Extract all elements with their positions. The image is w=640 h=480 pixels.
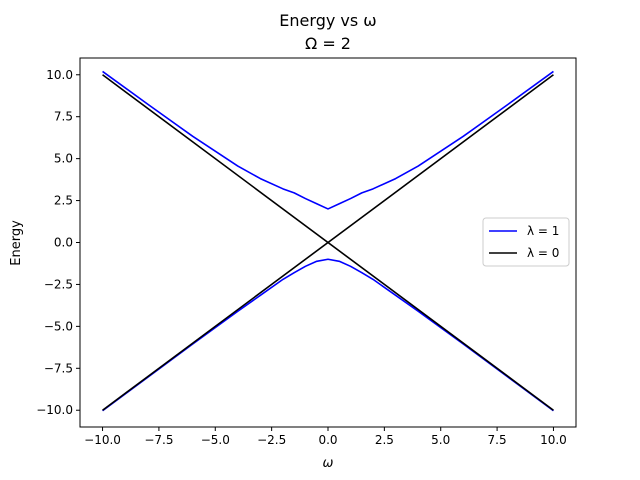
x-tick-label: 0.0 xyxy=(318,433,337,447)
chart-subtitle: Ω = 2 xyxy=(305,34,351,53)
y-axis-label: Energy xyxy=(9,220,24,266)
y-tick-label: 5.0 xyxy=(54,152,73,166)
y-tick-label: −5.0 xyxy=(44,319,73,333)
x-axis-label: ω xyxy=(323,456,334,471)
x-tick-label: 2.5 xyxy=(375,433,394,447)
series-0-branch-1-line xyxy=(102,258,554,412)
x-tick-label: 7.5 xyxy=(488,433,507,447)
y-tick-label: 2.5 xyxy=(54,194,73,208)
y-tick-label: 10.0 xyxy=(46,68,73,82)
series-layer xyxy=(102,70,554,412)
legend-label-lambda-0: λ = 0 xyxy=(527,246,559,260)
y-tick-label: −10.0 xyxy=(36,403,73,417)
x-tick-label: −7.5 xyxy=(144,433,173,447)
y-tick-label: 7.5 xyxy=(54,110,73,124)
x-tick-label: −2.5 xyxy=(257,433,286,447)
legend: λ = 1 λ = 0 xyxy=(482,217,570,267)
legend-label-lambda-1: λ = 1 xyxy=(527,224,559,238)
y-tick-label: −7.5 xyxy=(44,361,73,375)
x-tick-label: 10.0 xyxy=(540,433,567,447)
y-axis-ticks: −10.0 −7.5 −5.0 −2.5 0.0 2.5 5.0 7.5 10.0 xyxy=(36,68,80,417)
x-tick-label: 5.0 xyxy=(431,433,450,447)
series-1-branch-1-line xyxy=(102,74,554,411)
x-tick-label: −10.0 xyxy=(84,433,121,447)
y-tick-label: 0.0 xyxy=(54,236,73,250)
y-tick-label: −2.5 xyxy=(44,277,73,291)
legend-box xyxy=(482,217,570,267)
x-tick-label: −5.0 xyxy=(201,433,230,447)
x-axis-ticks: −10.0 −7.5 −5.0 −2.5 0.0 2.5 5.0 7.5 10.0 xyxy=(84,427,567,447)
chart-title: Energy vs ω xyxy=(279,11,376,30)
series-0-branch-0-line xyxy=(102,70,554,210)
